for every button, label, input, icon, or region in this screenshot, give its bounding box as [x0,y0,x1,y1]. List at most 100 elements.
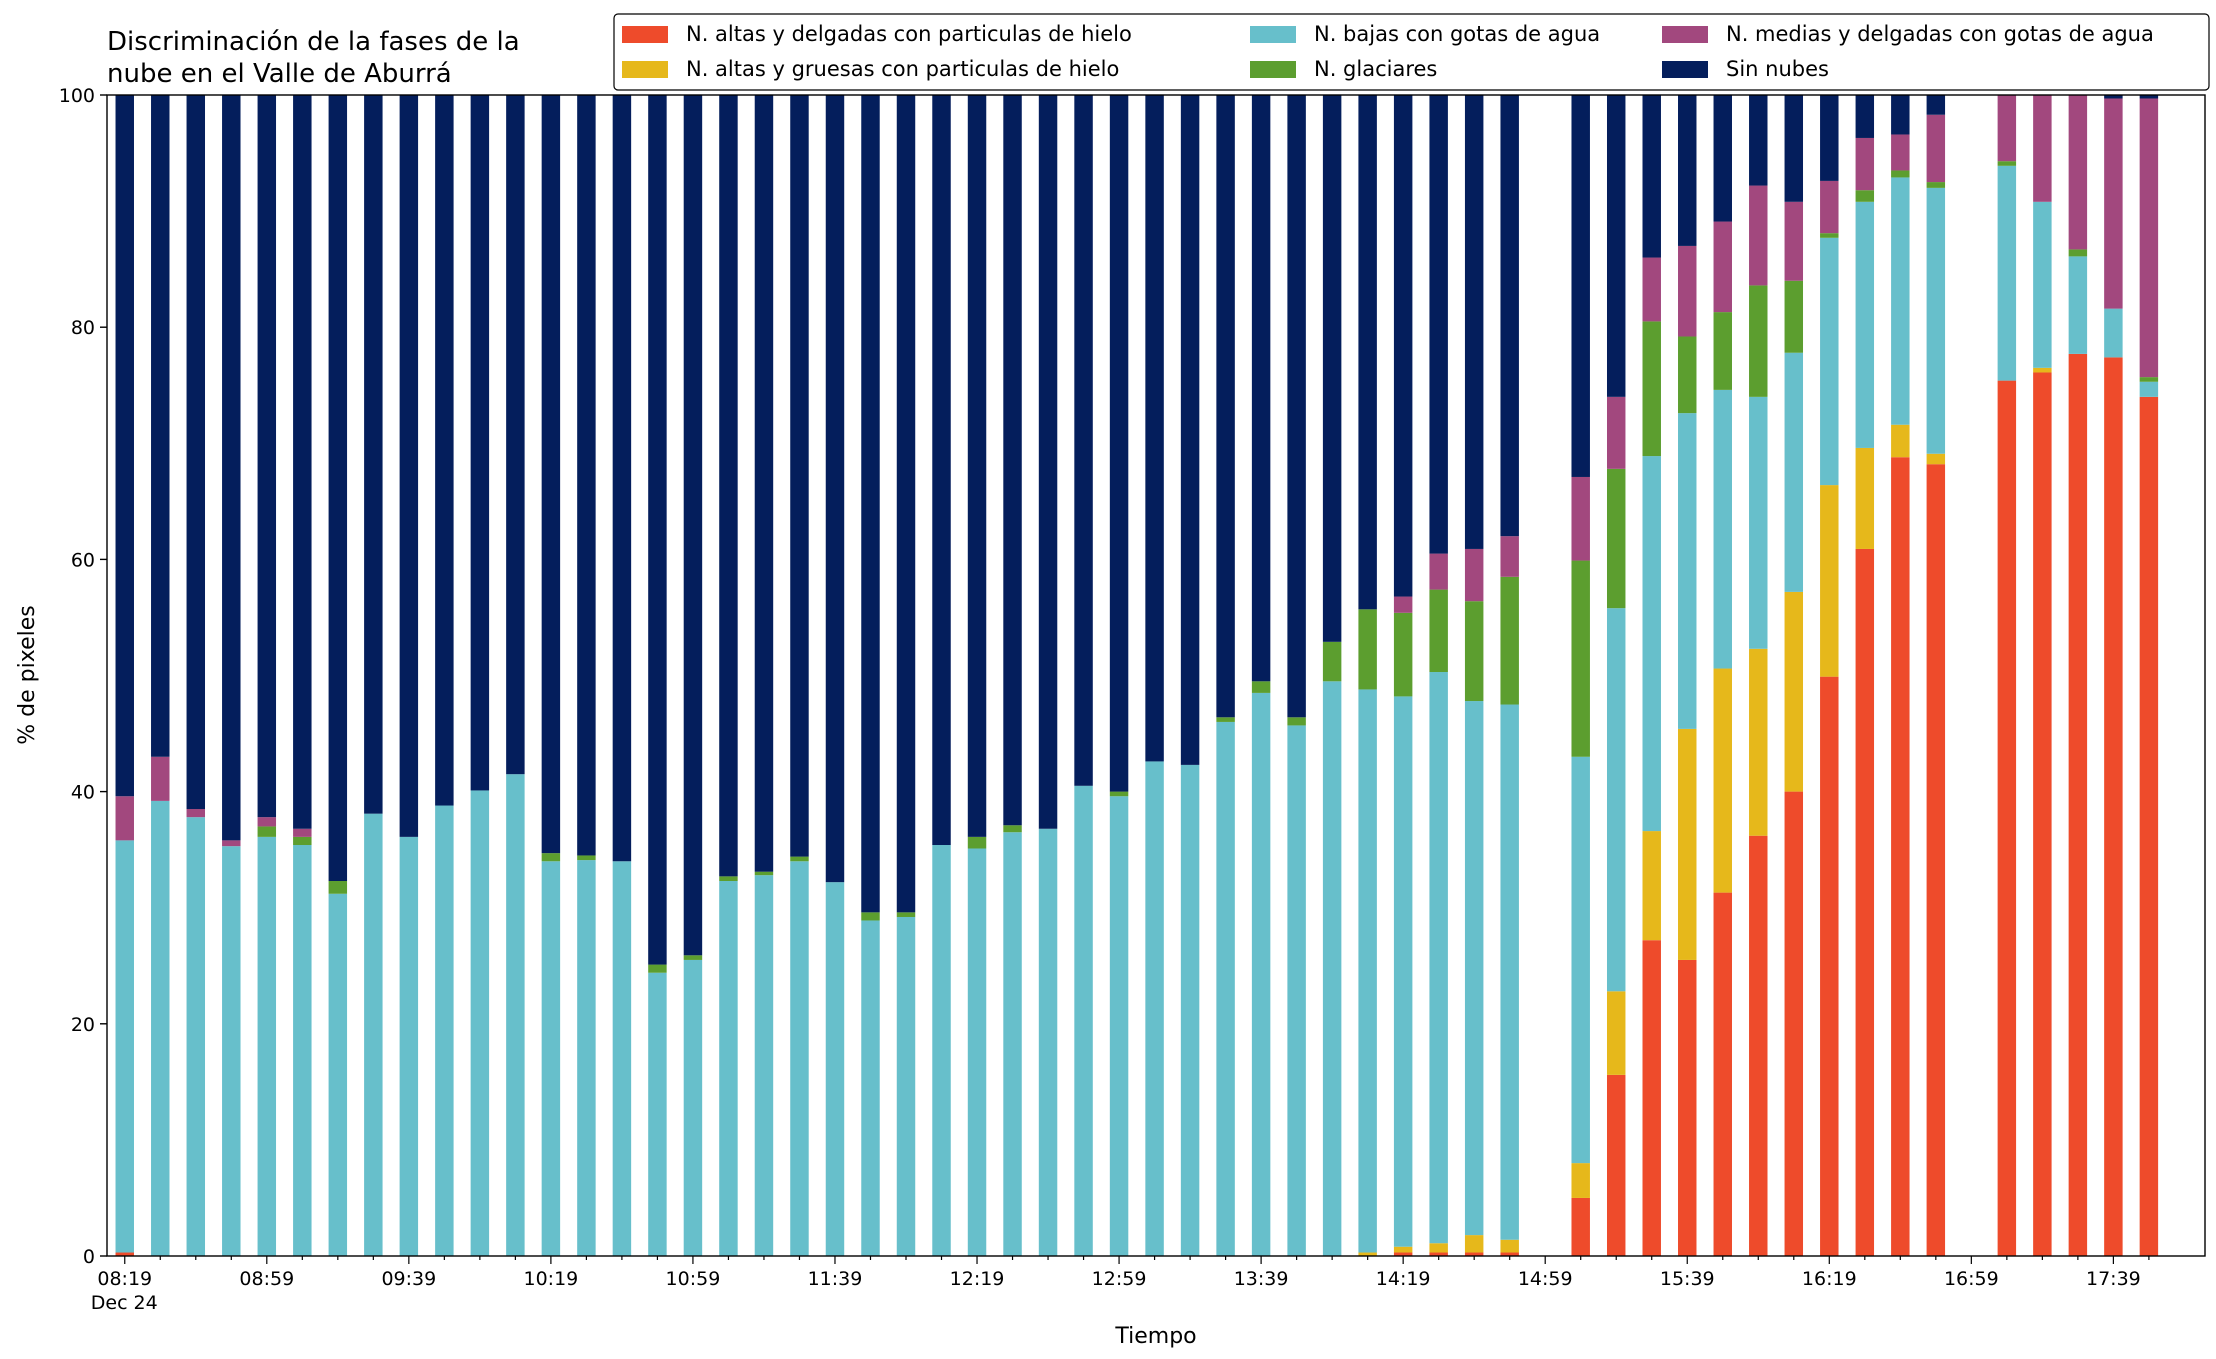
bar-segment [1393,612,1413,697]
bar-segment [1642,257,1661,322]
bar-segment [1997,380,2017,1257]
bar-segment [435,805,454,1256]
bar-segment [648,972,667,1256]
bar-segment [1322,681,1342,1256]
bar-segment [1393,596,1413,613]
bar-segment [399,836,419,1256]
bar-segment [1358,95,1377,610]
legend-label: Sin nubes [1726,57,1829,81]
bar-segment [1358,689,1377,1253]
bar-segment [1251,681,1271,693]
bar-segment [1678,245,1697,337]
bar-segment [2104,98,2123,309]
bar-segment [541,853,561,862]
bar-segment [364,95,383,814]
bar-segment [1891,424,1910,458]
bar-segment [1109,796,1129,1256]
chart-title: nube en el Valle de Aburrá [107,59,452,89]
bar-segment [186,95,206,810]
y-tick-label: 100 [59,85,95,107]
bar-segment [967,848,987,1256]
bar-segment [1216,721,1235,1256]
bar-segment [222,95,241,841]
bar-segment [1393,1246,1413,1253]
y-tick-label: 80 [71,317,95,339]
bar-segment [1642,321,1661,457]
bar-segment [896,912,916,917]
bar-segment [1820,237,1839,486]
bar-segment [2104,95,2123,99]
bar-segment [293,95,312,829]
bar-segment [1926,182,1946,188]
bar-segment [1606,468,1626,609]
bar-segment [1038,95,1058,829]
bar-segment [2068,353,2088,1256]
bar-segment [1997,165,2017,381]
bar-segment [1997,95,2017,162]
legend-swatch [622,26,668,43]
bar-segment [1464,701,1484,1236]
bar-segment [1429,1243,1448,1253]
bar-segment [1500,704,1519,1240]
legend-label: N. altas y gruesas con particulas de hie… [686,57,1119,81]
y-tick-label: 60 [71,549,95,571]
x-tick-label: 10:19 [524,1268,579,1290]
bar-segment [293,836,312,846]
bar-segment [1571,756,1590,1164]
bar-segment [719,876,738,881]
bar-segment [293,845,312,1256]
bar-segment [1926,464,1946,1256]
bar-segment [1571,476,1590,561]
bar-segment [1571,1163,1590,1198]
bar-segment [541,861,561,1256]
bar-segment [1074,785,1093,1256]
bar-segment [1571,560,1590,757]
bar-segment [1855,95,1875,138]
bar-segment [2068,256,2088,354]
bar-segment [1784,95,1804,202]
legend-swatch [622,61,668,78]
bar-segment [825,95,845,883]
bar-segment [1642,95,1661,258]
x-tick-label: 10:59 [666,1268,721,1290]
bar-segment [1464,601,1484,702]
bar-segment [151,800,170,1256]
bar-segment [151,756,170,801]
bar-segment [932,95,951,846]
bar-segment [1464,95,1484,549]
x-tick-sublabel: Dec 24 [91,1292,158,1314]
bar-segment [1891,177,1910,425]
bar-segment [1678,95,1697,246]
bar-segment [683,955,703,960]
bar-segment [1429,672,1448,1244]
bar-segment [1713,389,1732,669]
x-tick-label: 14:59 [1518,1268,1573,1290]
bar-segment [967,836,987,849]
bar-segment [1393,95,1413,597]
bar-segment [186,809,206,818]
bar-segment [257,826,277,837]
bar-segment [1322,641,1342,682]
bar-segment [1145,95,1164,762]
bar-segment [1855,137,1875,191]
bar-segment [1358,1252,1377,1256]
x-tick-label: 09:39 [381,1268,436,1290]
x-tick-label: 12:59 [1092,1268,1147,1290]
bar-segment [896,916,916,1256]
chart-title: Discriminación de la fases de la [107,27,520,57]
bar-segment [2139,95,2159,99]
bar-segment [328,95,348,881]
bar-segment [2068,95,2088,250]
bar-segment [1855,201,1875,448]
bar-segment [1926,95,1946,115]
bar-segment [861,95,880,913]
bar-segment [1642,940,1661,1256]
x-tick-label: 11:39 [808,1268,863,1290]
bar-segment [115,796,134,841]
bar-segment [2139,98,2159,378]
bar-segment [1642,456,1661,832]
bar-segment [1429,589,1448,673]
legend-box [613,13,2210,91]
bar-segment [1358,609,1377,690]
x-tick-label: 15:39 [1660,1268,1715,1290]
